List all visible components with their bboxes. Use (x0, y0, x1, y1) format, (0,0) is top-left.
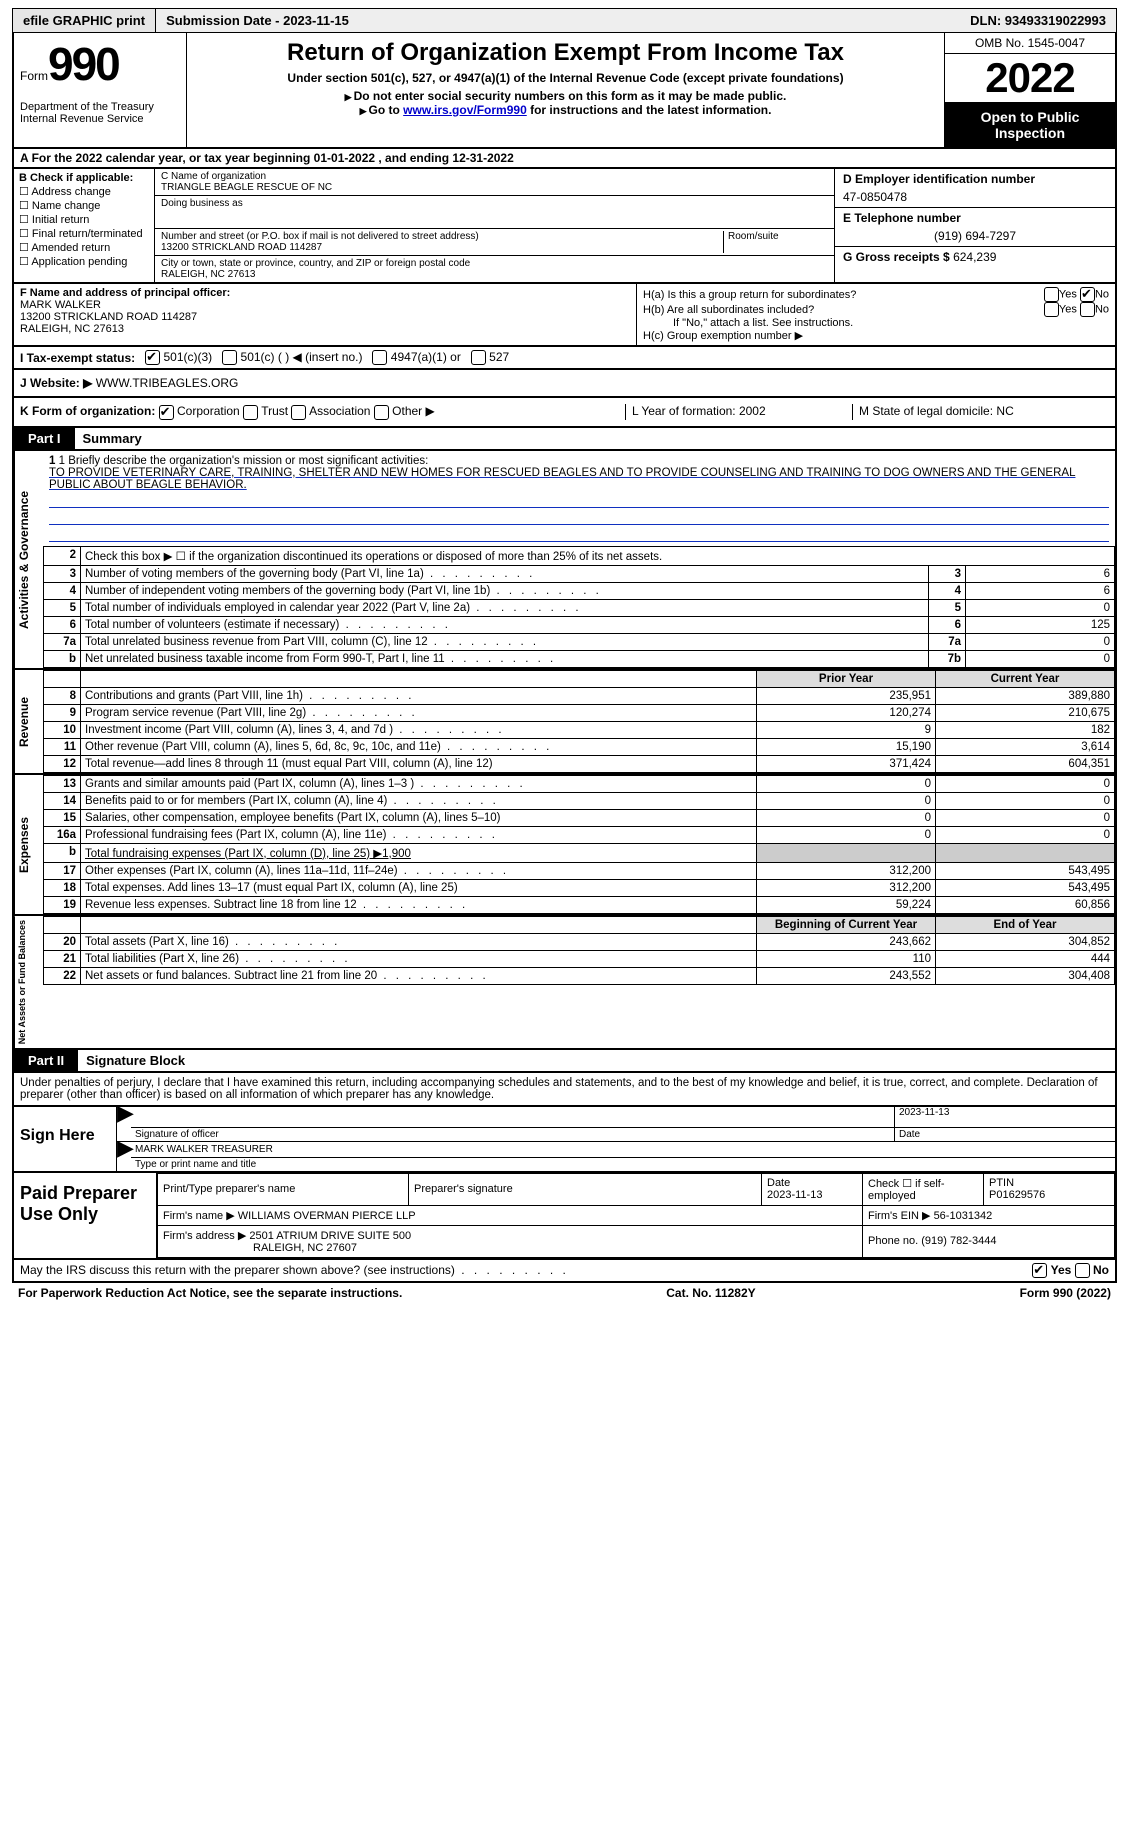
preparer-table: Print/Type preparer's name Preparer's si… (157, 1173, 1115, 1258)
sig-officer-lbl: Signature of officer (131, 1128, 894, 1141)
k-corp[interactable] (159, 405, 174, 420)
part1-title: Summary (75, 428, 150, 449)
ha-yes[interactable] (1044, 287, 1059, 302)
chk-name-change[interactable]: Name change (32, 200, 101, 212)
sig-date-lbl: Date (895, 1128, 1115, 1141)
section-b: B Check if applicable: ☐ Address change … (14, 169, 155, 282)
vtab-expenses: Expenses (14, 775, 43, 914)
irs-link[interactable]: www.irs.gov/Form990 (403, 103, 527, 117)
discuss-no[interactable] (1075, 1263, 1090, 1278)
ein-value: 47-0850478 (843, 190, 1107, 204)
officer-addr1: 13200 STRICKLAND ROAD 114287 (20, 311, 197, 323)
form-word: Form (20, 69, 48, 83)
row-a-calendar-year: A For the 2022 calendar year, or tax yea… (12, 149, 1117, 169)
ein-lbl: D Employer identification number (843, 172, 1107, 186)
discuss-yes[interactable] (1032, 1263, 1047, 1278)
discuss-text: May the IRS discuss this return with the… (20, 1263, 569, 1277)
efile-button[interactable]: efile GRAPHIC print (13, 9, 156, 32)
chk-amended[interactable]: Amended return (31, 242, 110, 254)
officer-name-title: MARK WALKER TREASURER (131, 1142, 1115, 1158)
i-527[interactable] (471, 350, 486, 365)
omb-number: OMB No. 1545-0047 (945, 33, 1115, 54)
part2-title: Signature Block (78, 1050, 193, 1071)
ha-no[interactable] (1080, 287, 1095, 302)
dba-lbl: Doing business as (161, 198, 828, 209)
form-number: 990 (48, 38, 119, 90)
i-501c3[interactable] (145, 350, 160, 365)
goto-suffix: for instructions and the latest informat… (527, 103, 772, 117)
h-b-note: If "No," attach a list. See instructions… (643, 317, 1109, 329)
expenses-table: 13Grants and similar amounts paid (Part … (43, 775, 1115, 914)
dept-label: Department of the Treasury Internal Reve… (20, 101, 180, 125)
form-title: Return of Organization Exempt From Incom… (195, 39, 936, 67)
k-assoc[interactable] (291, 405, 306, 420)
paid-preparer-label: Paid Preparer Use Only (14, 1173, 157, 1258)
gross-value: 624,239 (953, 250, 996, 264)
sig-date: 2023-11-13 (895, 1107, 1115, 1128)
website-value: WWW.TRIBEAGLES.ORG (96, 376, 239, 390)
street-lbl: Number and street (or P.O. box if mail i… (161, 231, 723, 242)
chk-initial-return[interactable]: Initial return (32, 214, 89, 226)
room-lbl: Room/suite (728, 231, 828, 242)
name-title-lbl: Type or print name and title (131, 1158, 1115, 1171)
chk-final-return[interactable]: Final return/terminated (32, 228, 143, 240)
phone-lbl: E Telephone number (843, 211, 1107, 225)
k-lbl: K Form of organization: (20, 404, 155, 418)
h-c: H(c) Group exemption number ▶ (643, 329, 1109, 342)
dln-label: DLN: 93493319022993 (960, 9, 1116, 32)
officer-name: MARK WALKER (20, 299, 101, 311)
h-b: H(b) Are all subordinates included? (643, 304, 814, 316)
form-footer: Form 990 (2022) (1020, 1286, 1111, 1300)
gross-lbl: G Gross receipts $ (843, 250, 950, 264)
sign-here-label: Sign Here (14, 1107, 117, 1171)
b-label: B Check if applicable: (19, 172, 149, 184)
j-lbl: J Website: ▶ (20, 376, 92, 390)
city-value: RALEIGH, NC 27613 (161, 269, 828, 280)
i-501c[interactable] (222, 350, 237, 365)
hb-yes[interactable] (1044, 302, 1059, 317)
f-lbl: F Name and address of principal officer: (20, 287, 230, 299)
submission-date: Submission Date - 2023-11-15 (156, 9, 960, 32)
goto-prefix: Go to (368, 103, 403, 117)
hb-no[interactable] (1080, 302, 1095, 317)
top-toolbar: efile GRAPHIC print Submission Date - 20… (12, 8, 1117, 33)
paperwork-notice: For Paperwork Reduction Act Notice, see … (18, 1286, 402, 1300)
open-to-public: Open to Public Inspection (945, 103, 1115, 147)
revenue-table: Prior YearCurrent Year 8Contributions an… (43, 670, 1115, 773)
c-name-lbl: C Name of organization (161, 171, 828, 182)
mission-text: TO PROVIDE VETERINARY CARE, TRAINING, SH… (49, 467, 1109, 491)
k-trust[interactable] (243, 405, 258, 420)
cat-no: Cat. No. 11282Y (666, 1286, 755, 1300)
vtab-netassets: Net Assets or Fund Balances (14, 916, 43, 1048)
form-subtitle: Under section 501(c), 527, or 4947(a)(1)… (195, 71, 936, 85)
street-value: 13200 STRICKLAND ROAD 114287 (161, 242, 723, 253)
phone-value: (919) 694-7297 (843, 229, 1107, 243)
k-other[interactable] (374, 405, 389, 420)
mission-lbl: 1 Briefly describe the organization's mi… (59, 455, 429, 467)
part1-label: Part I (14, 428, 75, 449)
vtab-governance: Activities & Governance (14, 451, 43, 668)
officer-addr2: RALEIGH, NC 27613 (20, 323, 124, 335)
perjury-text: Under penalties of perjury, I declare th… (12, 1073, 1117, 1107)
tax-year: 2022 (945, 54, 1115, 103)
governance-table: 2Check this box ▶ ☐ if the organization … (43, 546, 1115, 668)
h-a: H(a) Is this a group return for subordin… (643, 289, 856, 301)
chk-app-pending[interactable]: Application pending (31, 256, 127, 268)
form-header: Form990 Department of the Treasury Inter… (12, 33, 1117, 149)
vtab-revenue: Revenue (14, 670, 43, 773)
l-year-formation: L Year of formation: 2002 (625, 404, 852, 419)
netassets-table: Beginning of Current YearEnd of Year 20T… (43, 916, 1115, 985)
city-lbl: City or town, state or province, country… (161, 258, 828, 269)
m-state: M State of legal domicile: NC (852, 404, 1109, 419)
form-note-1: Do not enter social security numbers on … (354, 89, 787, 103)
chk-address-change[interactable]: Address change (31, 186, 111, 198)
i-lbl: I Tax-exempt status: (20, 351, 135, 365)
part2-label: Part II (14, 1050, 78, 1071)
i-4947[interactable] (372, 350, 387, 365)
org-name: TRIANGLE BEAGLE RESCUE OF NC (161, 182, 828, 193)
